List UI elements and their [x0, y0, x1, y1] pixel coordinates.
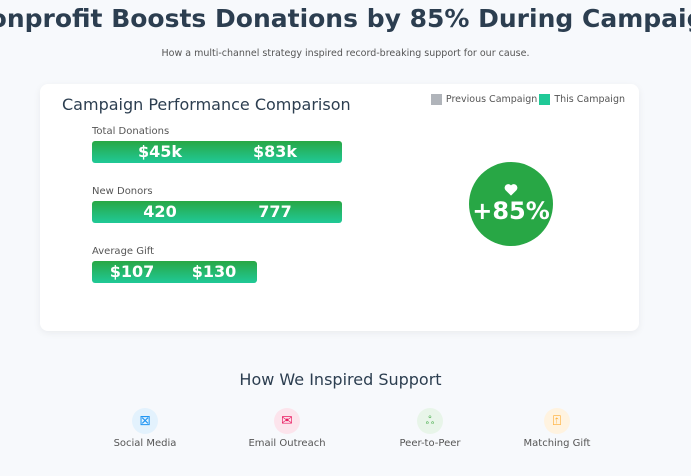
- metric-new-donors: New Donors 420 777: [92, 186, 342, 223]
- channel-label: Email Outreach: [248, 438, 326, 449]
- metric-label: Total Donations: [92, 126, 170, 137]
- channel-label: Peer-to-Peer: [399, 438, 461, 449]
- envelope-icon: ✉: [274, 408, 300, 434]
- previous-value: $107: [109, 262, 155, 281]
- growth-value: +85%: [472, 197, 550, 225]
- network-icon: ⊠: [132, 408, 158, 434]
- gift-icon: ⍐: [544, 408, 570, 434]
- channel-social-media: ⊠ Social Media: [85, 408, 205, 449]
- performance-card: Campaign Performance Comparison Previous…: [40, 84, 639, 331]
- metric-total-donations: Total Donations $45k $83k: [92, 126, 342, 163]
- channel-label: Social Media: [113, 438, 177, 449]
- legend-label-current: This Campaign: [554, 94, 625, 105]
- legend-label-previous: Previous Campaign: [445, 94, 538, 105]
- growth-badge: +85%: [469, 162, 553, 246]
- legend-swatch-previous: [430, 94, 442, 105]
- card-title: Campaign Performance Comparison: [62, 95, 351, 114]
- current-value: 777: [258, 202, 292, 221]
- channels-title: How We Inspired Support: [239, 370, 442, 389]
- channel-matching-gift: ⍐ Matching Gift: [497, 408, 617, 449]
- metric-bar: $45k $83k: [92, 141, 342, 163]
- legend: Previous Campaign This Campaign: [430, 94, 625, 105]
- channel-label: Matching Gift: [523, 438, 591, 449]
- previous-value: $45k: [137, 142, 183, 161]
- previous-value: 420: [143, 202, 177, 221]
- metric-bar: 420 777: [92, 201, 342, 223]
- metric-label: New Donors: [92, 186, 153, 197]
- channel-email-outreach: ✉ Email Outreach: [227, 408, 347, 449]
- heart-icon: [504, 184, 518, 196]
- legend-swatch-current: [539, 94, 551, 105]
- page-title: Nonprofit Boosts Donations by 85% During…: [0, 4, 691, 33]
- people-icon: ஃ: [417, 408, 443, 434]
- metric-average-gift: Average Gift $107 $130: [92, 246, 257, 283]
- current-value: $83k: [252, 142, 298, 161]
- metric-bar: $107 $130: [92, 261, 257, 283]
- page-subtitle: How a multi-channel strategy inspired re…: [161, 48, 530, 59]
- metric-label: Average Gift: [92, 246, 155, 257]
- current-value: $130: [191, 262, 237, 281]
- channel-peer-to-peer: ஃ Peer-to-Peer: [370, 408, 490, 449]
